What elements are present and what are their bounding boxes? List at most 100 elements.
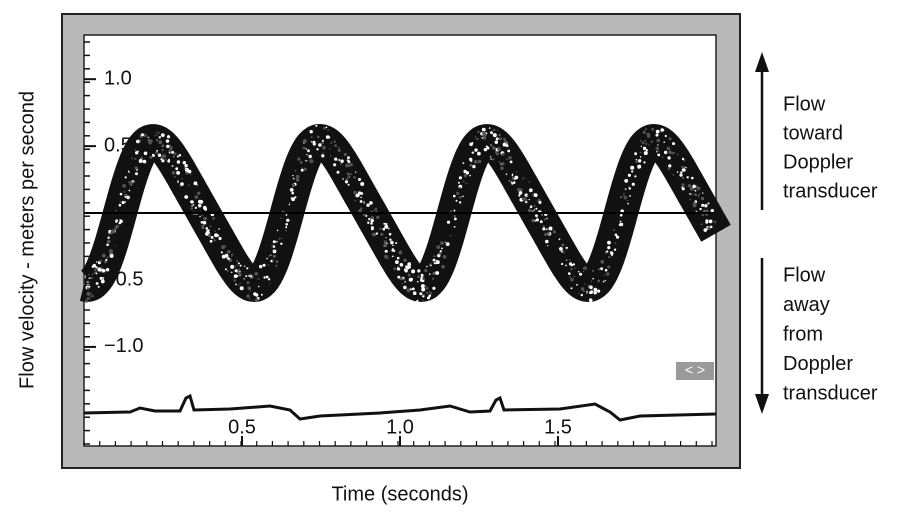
speckle [436,245,441,250]
speckle [580,287,585,291]
speckle [310,141,313,143]
speckle [114,245,117,247]
speckle [697,194,700,196]
speckle [97,285,100,288]
speckle [271,259,274,262]
speckle [138,159,143,163]
speckle [235,283,237,286]
speckle [561,262,564,266]
speckle [143,151,148,156]
speckle [168,144,172,148]
speckle [393,249,396,253]
speckle [134,166,138,170]
speckle [246,294,250,298]
speckle [700,223,703,226]
speckle [234,269,238,273]
speckle [306,154,308,156]
speckle [597,268,601,271]
speckle [501,162,505,166]
y-tick-label: −0.5 [104,268,143,290]
speckle [325,135,330,139]
speckle [353,176,356,179]
speckle [437,253,441,258]
speckle [614,233,618,237]
speckle [490,131,493,135]
speckle [420,284,425,289]
speckle [589,290,593,294]
speckle [346,159,349,162]
speckle [321,139,324,142]
speckle [558,238,561,241]
speckle [252,299,254,301]
speckle [363,202,365,204]
speckle [565,248,567,250]
speckle [590,280,592,282]
speckle [425,286,429,290]
speckle [103,269,106,272]
speckle [375,232,378,235]
speckle [535,207,538,210]
scroll-label[interactable]: < > [685,362,705,378]
annotation: away [783,294,830,316]
speckle [503,137,506,141]
speckle [387,227,390,230]
speckle [634,175,637,178]
speckle [426,291,429,295]
speckle [278,238,281,240]
speckle [572,277,574,280]
speckle [440,241,444,245]
speckle [182,161,186,165]
speckle [600,267,603,271]
speckle [249,290,251,292]
speckle [490,158,492,160]
speckle [136,139,140,144]
speckle [302,139,307,144]
speckle [239,282,241,285]
speckle [604,279,606,282]
speckle [184,164,188,168]
doppler-spectrum [69,124,731,303]
scroll-button[interactable] [676,362,714,380]
speckle [505,144,509,148]
speckle [422,277,425,281]
speckle [105,258,108,261]
speckle [474,135,477,138]
speckle [434,260,437,263]
speckle [493,128,496,132]
speckle [315,124,318,127]
speckle [627,202,629,205]
x-tick-label: 0.5 [228,416,256,438]
speckle [400,250,402,252]
speckle [379,227,382,230]
speckle [517,188,521,192]
speckle [593,291,597,295]
speckle [316,148,319,151]
speckle [204,207,208,211]
speckle [301,167,303,169]
speckle [399,276,403,281]
speckle [169,146,173,151]
speckle [477,159,482,164]
speckle [619,220,622,223]
speckle [619,213,623,217]
speckle [445,243,447,246]
speckle [421,287,426,292]
speckle [612,229,615,231]
annotation: from [783,323,823,345]
speckle [286,218,290,222]
x-axis-label: Time (seconds) [331,483,468,505]
speckle [106,239,111,244]
speckle [592,277,594,280]
speckle [521,197,525,200]
speckle [285,226,288,229]
speckle [164,156,167,158]
speckle [246,281,250,285]
speckle [275,260,279,263]
speckle [268,255,271,257]
annotation: toward [783,122,843,144]
speckle [93,271,96,274]
speckle [639,139,642,142]
speckle [655,133,659,137]
annotation: Flow [783,264,826,286]
speckle [505,173,508,175]
